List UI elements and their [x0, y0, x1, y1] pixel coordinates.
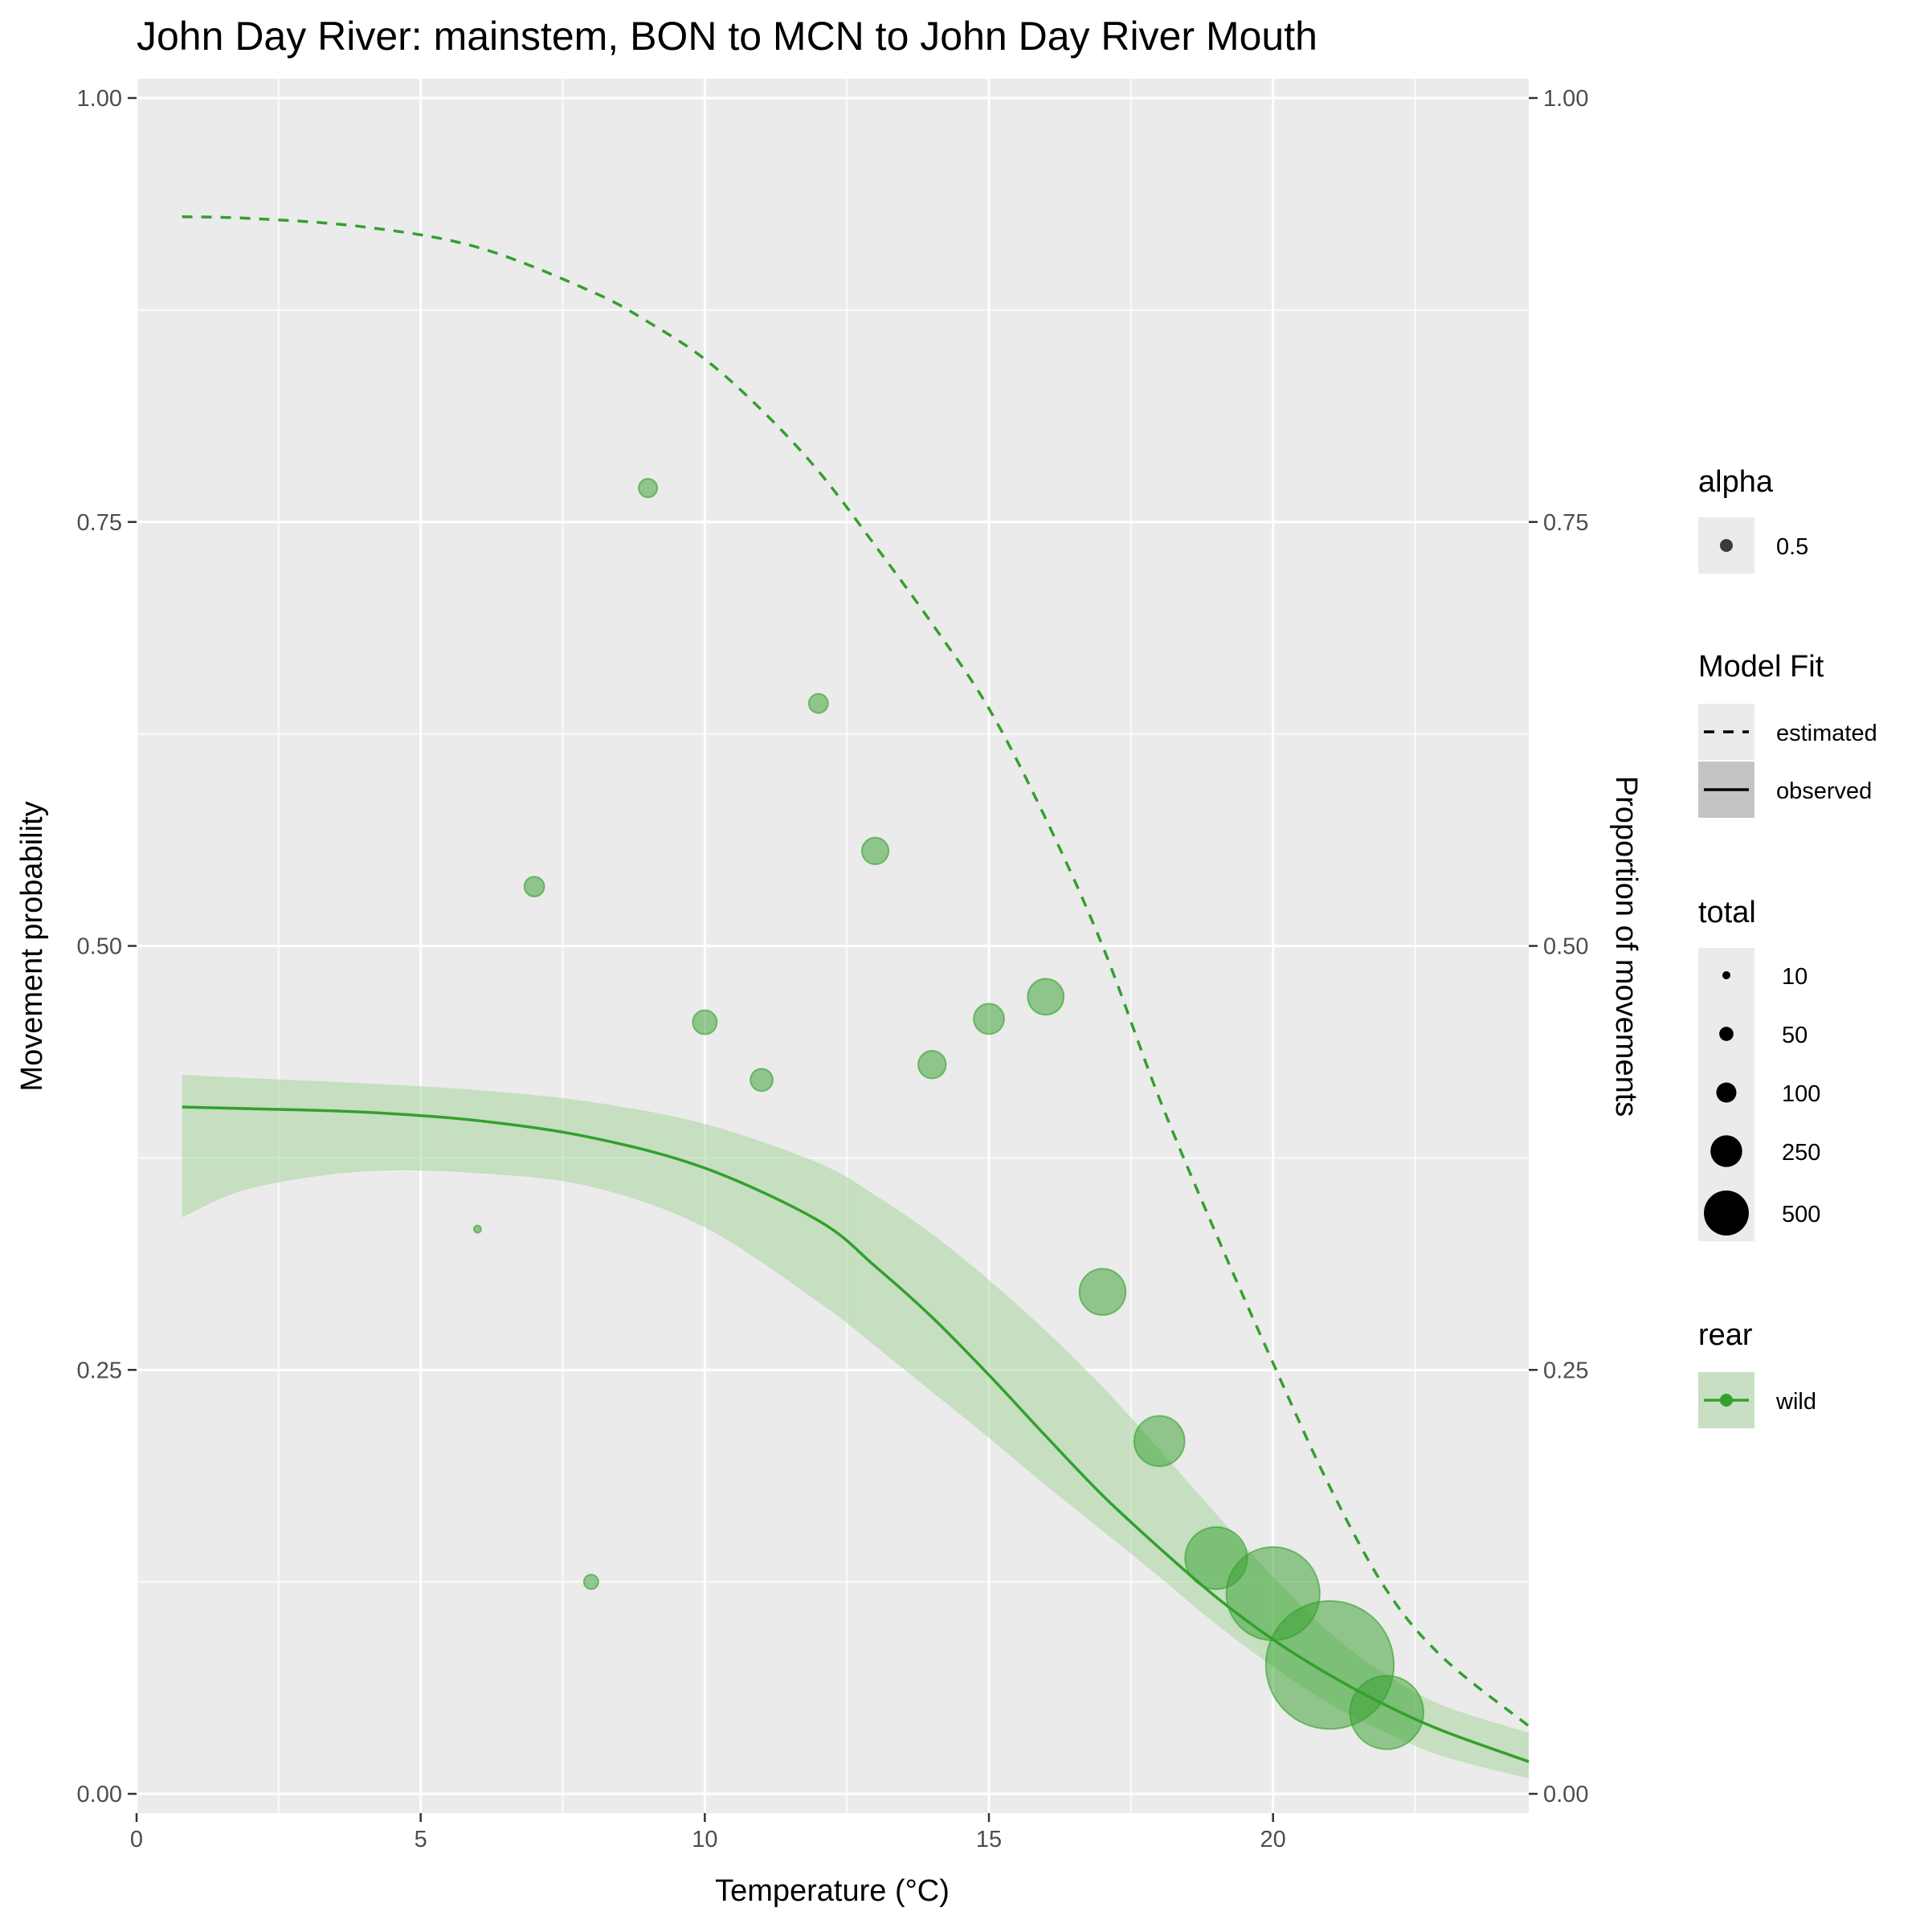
- legend-total-label: 250: [1782, 1140, 1820, 1166]
- y2-axis-title: Proportion of movements: [1609, 776, 1643, 1117]
- data-point: [1027, 978, 1065, 1016]
- legend-label-rear: wild: [1775, 1389, 1816, 1415]
- y-axis-title: Movement probability: [15, 801, 49, 1091]
- data-point: [860, 836, 890, 865]
- legend-total-dot: [1722, 971, 1730, 979]
- data-point: [1133, 1415, 1186, 1468]
- data-point: [1078, 1268, 1127, 1316]
- legend-title-model-fit: Model Fit: [1698, 650, 1824, 684]
- legend-total-label: 100: [1782, 1081, 1820, 1107]
- y-tick-label: 0.00: [77, 1782, 122, 1807]
- legend: alpha 0.5 Model Fit estimated observed t…: [1698, 465, 1877, 1428]
- legend-rear-dot: [1720, 1394, 1733, 1407]
- y2-tick-label: 0.75: [1543, 510, 1588, 536]
- data-point: [973, 1003, 1005, 1035]
- data-point: [807, 692, 829, 714]
- legend-total-label: 500: [1782, 1202, 1820, 1227]
- x-tick-label: 20: [1260, 1827, 1286, 1852]
- axes-layer: 0 5 10 15 20 0.00 0.00 0.25 0.25 0.50 0.50 0.75 0.75…: [77, 86, 1589, 1852]
- y2-tick-label: 0.50: [1543, 934, 1588, 960]
- legend-total-label: 50: [1782, 1023, 1808, 1048]
- y-tick-label: 0.25: [77, 1358, 122, 1383]
- x-tick-label: 5: [415, 1827, 427, 1852]
- legend-label-observed: observed: [1776, 778, 1872, 804]
- data-point: [692, 1009, 718, 1035]
- y-tick-label: 1.00: [77, 86, 122, 112]
- legend-total-dots: 10 50 100 250 500: [1704, 964, 1820, 1236]
- legend-alpha-dot: [1720, 539, 1733, 552]
- data-point: [582, 1574, 599, 1591]
- x-tick-label: 15: [976, 1827, 1002, 1852]
- data-point: [750, 1068, 774, 1093]
- legend-label-estimated: estimated: [1776, 721, 1877, 746]
- y2-tick-label: 0.00: [1543, 1782, 1588, 1807]
- legend-total-label: 10: [1782, 964, 1808, 990]
- legend-title-alpha: alpha: [1698, 465, 1774, 499]
- x-tick-label: 0: [130, 1827, 143, 1852]
- data-point: [1349, 1674, 1424, 1750]
- observed-ribbon-layer: [182, 1074, 1529, 1779]
- legend-label-alpha: 0.5: [1776, 534, 1808, 560]
- data-point: [472, 1224, 482, 1234]
- observed-ribbon: [182, 1074, 1529, 1779]
- chart-title: John Day River: mainstem, BON to MCN to …: [137, 14, 1317, 59]
- legend-total-dot: [1716, 1082, 1737, 1103]
- data-point: [523, 876, 545, 898]
- legend-title-rear: rear: [1698, 1318, 1753, 1352]
- y-tick-label: 0.50: [77, 934, 122, 960]
- data-point: [638, 477, 659, 499]
- x-axis-title: Temperature (°C): [715, 1874, 950, 1908]
- legend-total-dot: [1704, 1191, 1749, 1236]
- y2-tick-label: 0.25: [1543, 1358, 1588, 1383]
- y-tick-label: 0.75: [77, 510, 122, 536]
- points-layer: [472, 477, 1424, 1750]
- legend-total-dot: [1719, 1027, 1734, 1041]
- data-point: [917, 1050, 947, 1080]
- legend-title-total: total: [1698, 896, 1756, 929]
- y2-tick-label: 1.00: [1543, 86, 1588, 112]
- legend-total-dot: [1710, 1135, 1742, 1167]
- x-tick-label: 10: [692, 1827, 717, 1852]
- estimated-fit-line: [182, 215, 1530, 1727]
